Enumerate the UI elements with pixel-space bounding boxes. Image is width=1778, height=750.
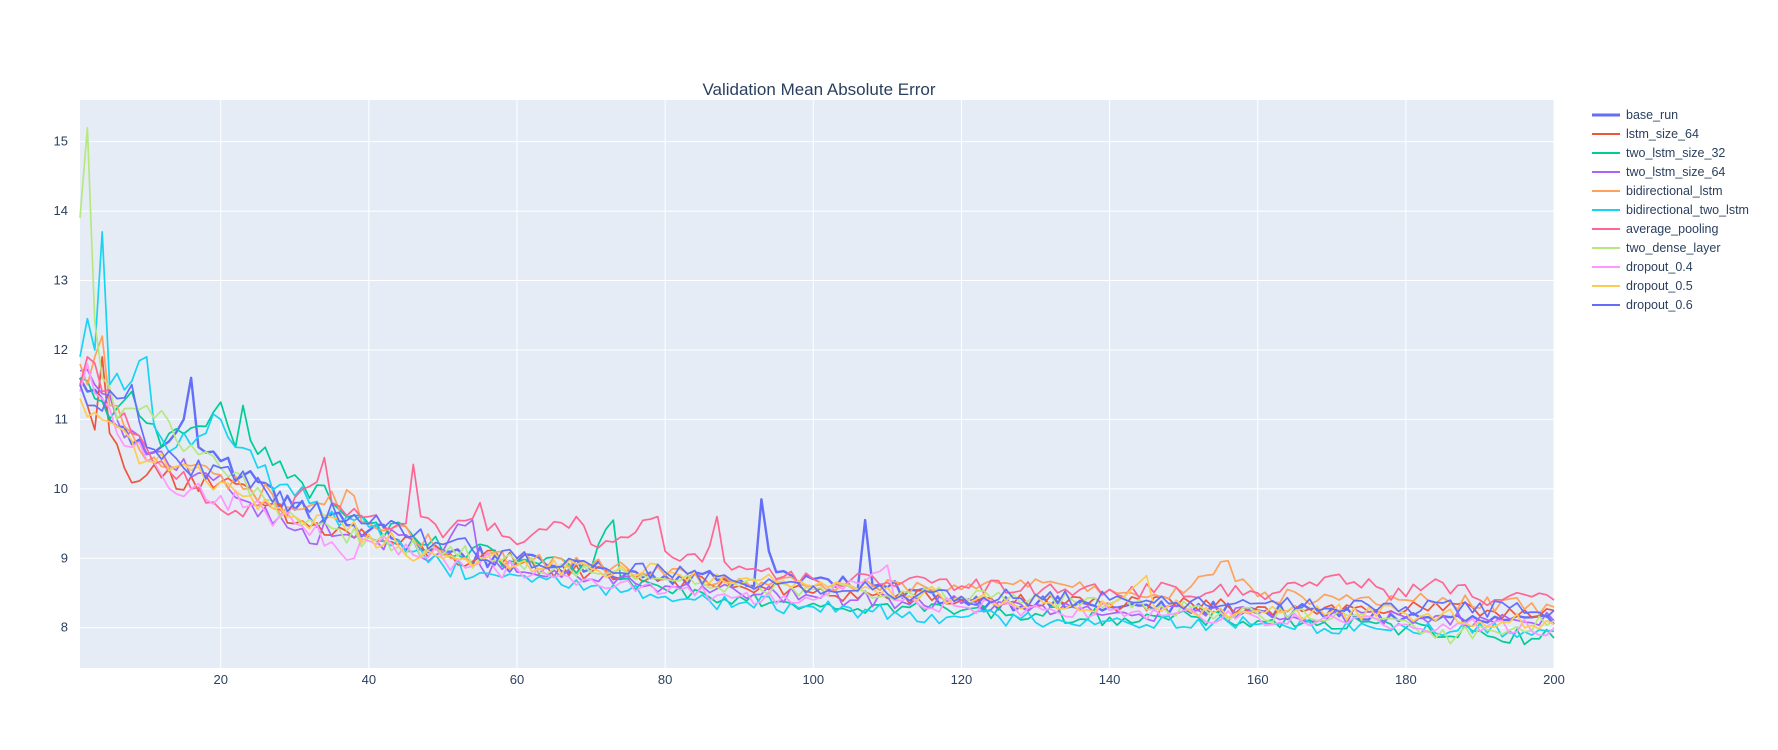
legend-item[interactable]: dropout_0.5 <box>1592 279 1693 293</box>
legend-item[interactable]: bidirectional_two_lstm <box>1592 203 1749 217</box>
series-line-dropout-0-6[interactable] <box>79 383 1555 619</box>
x-tick-label: 100 <box>802 672 824 687</box>
x-tick-label: 40 <box>362 672 376 687</box>
series-line-two-lstm-size-32[interactable] <box>79 377 1555 646</box>
legend-item[interactable]: lstm_size_64 <box>1592 127 1699 141</box>
gridlines <box>80 100 1555 668</box>
y-tick-label: 9 <box>61 550 68 565</box>
x-tick-label: 200 <box>1543 672 1565 687</box>
legend-item[interactable]: dropout_0.4 <box>1592 260 1693 274</box>
x-tick-label: 160 <box>1247 672 1269 687</box>
legend-item[interactable]: base_run <box>1592 108 1678 122</box>
y-tick-label: 8 <box>61 620 68 635</box>
legend-item[interactable]: two_lstm_size_32 <box>1592 146 1725 160</box>
x-tick-label: 140 <box>1099 672 1121 687</box>
legend: base_run lstm_size_64 two_lstm_size_32 two_… <box>1592 108 1749 312</box>
legend-label: two_dense_layer <box>1626 241 1721 255</box>
x-axis-ticks: 20 40 60 80 100 120 140 160 180 200 <box>213 672 1564 687</box>
series-line-dropout-0-4[interactable] <box>79 363 1555 637</box>
y-tick-label: 13 <box>54 273 68 288</box>
legend-label: two_lstm_size_64 <box>1626 165 1725 179</box>
series-line-two-dense-layer[interactable] <box>79 126 1555 645</box>
y-tick-label: 11 <box>55 411 69 426</box>
legend-label: dropout_0.6 <box>1626 298 1693 312</box>
legend-label: average_pooling <box>1626 222 1718 236</box>
legend-label: base_run <box>1626 108 1678 122</box>
x-tick-label: 120 <box>951 672 973 687</box>
series-line-bidirectional-lstm[interactable] <box>79 335 1555 615</box>
legend-item[interactable]: average_pooling <box>1592 222 1718 236</box>
legend-label: bidirectional_two_lstm <box>1626 203 1749 217</box>
y-tick-label: 10 <box>54 481 68 496</box>
plot-area <box>80 100 1554 668</box>
x-tick-label: 20 <box>213 672 227 687</box>
y-tick-label: 15 <box>54 134 68 149</box>
legend-item[interactable]: two_lstm_size_64 <box>1592 165 1725 179</box>
legend-item[interactable]: two_dense_layer <box>1592 241 1721 255</box>
legend-label: lstm_size_64 <box>1626 127 1699 141</box>
chart-title: Validation Mean Absolute Error <box>702 80 935 99</box>
legend-label: bidirectional_lstm <box>1626 184 1723 198</box>
series-lines <box>78 126 1555 646</box>
legend-item[interactable]: bidirectional_lstm <box>1592 184 1723 198</box>
y-axis-ticks: 8 9 10 11 12 13 14 15 <box>54 134 68 635</box>
legend-item[interactable]: dropout_0.6 <box>1592 298 1693 312</box>
series-line-dropout-0-5[interactable] <box>79 398 1555 630</box>
x-tick-label: 180 <box>1395 672 1417 687</box>
x-tick-label: 60 <box>510 672 524 687</box>
legend-label: dropout_0.4 <box>1626 260 1693 274</box>
series-line-average-pooling[interactable] <box>79 356 1555 607</box>
x-tick-label: 80 <box>658 672 672 687</box>
legend-label: dropout_0.5 <box>1626 279 1693 293</box>
legend-label: two_lstm_size_32 <box>1626 146 1725 160</box>
y-tick-label: 12 <box>54 342 68 357</box>
y-tick-label: 14 <box>54 203 68 218</box>
